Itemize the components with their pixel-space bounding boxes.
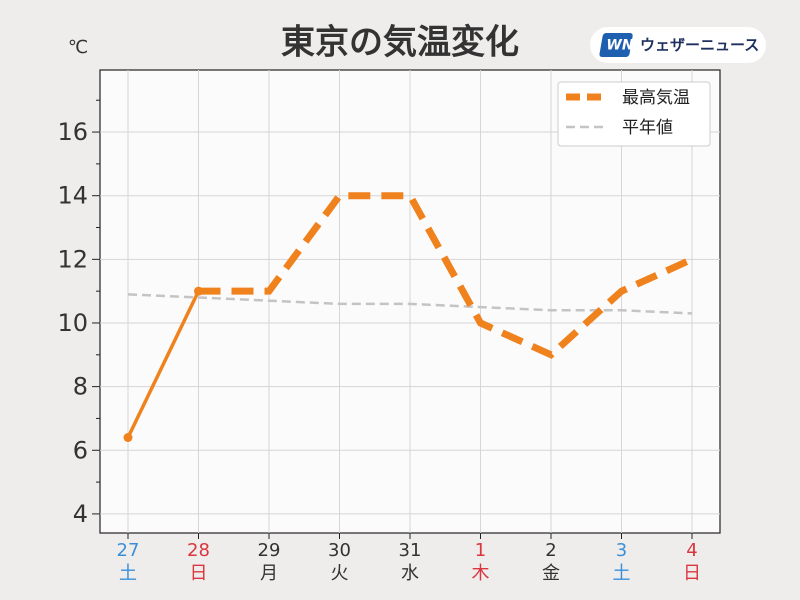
legend-label: 最高気温 (622, 88, 690, 108)
logo-icon (599, 33, 633, 57)
observed-point (194, 286, 203, 296)
y-tick-label: 10 (57, 309, 88, 337)
legend-label: 平年値 (622, 118, 673, 138)
logo-badge (590, 27, 766, 63)
x-weekday-label: 土 (119, 563, 137, 584)
x-weekday-label: 火 (331, 563, 349, 584)
x-weekday-label: 水 (401, 563, 419, 584)
x-tick-label: 3 (616, 540, 627, 561)
x-tick-label: 2 (545, 540, 556, 561)
x-tick-label: 28 (187, 540, 210, 561)
x-weekday-label: 日 (190, 563, 208, 584)
forecast-line (198, 192, 694, 359)
x-weekday-label: 月 (260, 563, 278, 584)
chart-title: 東京の気温変化 (281, 23, 519, 63)
x-weekday-label: 金 (542, 563, 560, 584)
x-weekday-label: 土 (613, 563, 631, 584)
y-tick-label: 14 (57, 182, 88, 210)
logo-mark: WN (606, 38, 633, 54)
unit-label: ℃ (68, 37, 88, 58)
x-weekday-label: 木 (472, 563, 490, 584)
x-tick-label: 4 (686, 540, 697, 561)
x-weekday-label: 日 (683, 563, 701, 584)
y-tick-label: 16 (57, 118, 88, 146)
x-tick-label: 30 (328, 540, 351, 561)
y-tick-label: 8 (73, 373, 88, 401)
y-tick-label: 12 (57, 245, 88, 273)
y-tick-label: 4 (73, 500, 88, 528)
observed-point (123, 433, 133, 443)
logo-text: ウェザーニュース (640, 36, 759, 54)
y-tick-label: 6 (73, 436, 88, 464)
x-tick-label: 31 (399, 540, 422, 561)
x-tick-label: 29 (258, 540, 281, 561)
observed-line (126, 290, 201, 439)
x-tick-label: 1 (475, 540, 486, 561)
x-tick-label: 27 (117, 540, 140, 561)
